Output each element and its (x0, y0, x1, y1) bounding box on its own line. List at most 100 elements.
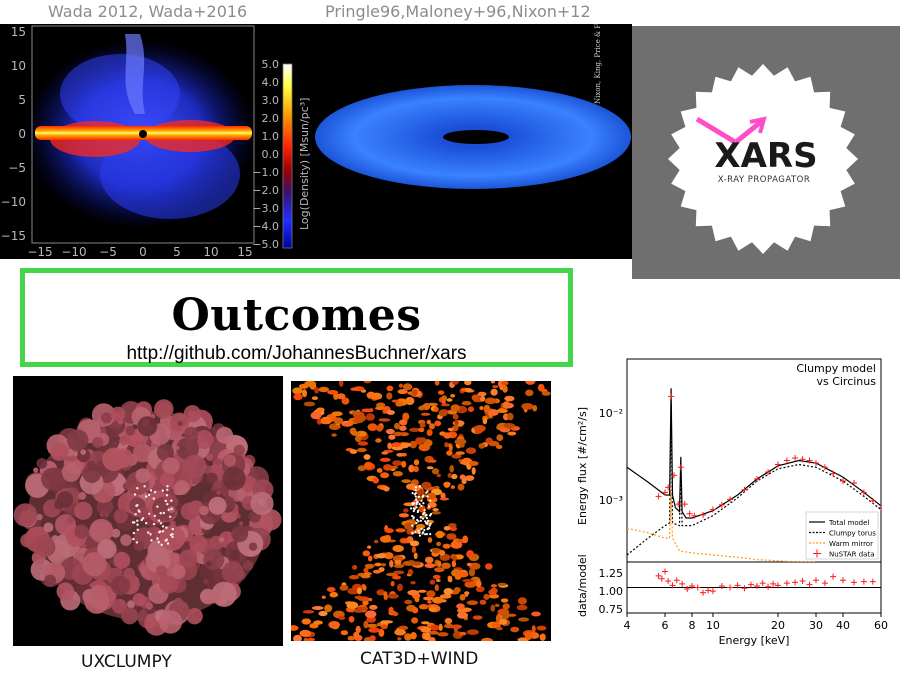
wind-cloud (479, 599, 487, 605)
wind-cloud (362, 550, 371, 557)
wind-cloud (349, 575, 360, 580)
core-cloud (429, 499, 432, 502)
wind-cloud (467, 406, 475, 412)
clump (113, 448, 134, 468)
data-point-marker (727, 496, 734, 503)
legend-swatch (813, 549, 821, 558)
wind-cloud (522, 405, 528, 410)
wind-cloud (446, 533, 457, 540)
wind-cloud (406, 483, 416, 490)
wind-cloud (367, 555, 373, 562)
wind-cloud (409, 427, 420, 432)
clump (159, 525, 186, 551)
clump-highlight (161, 489, 164, 492)
wind-cloud (451, 381, 459, 385)
wind-cloud (482, 418, 488, 425)
clump-highlight (165, 494, 169, 497)
spectrum-ratio-label: data/model (576, 554, 589, 617)
wind-cloud (517, 597, 527, 605)
wind-cloud (446, 450, 453, 456)
repository-link[interactable]: http://github.com/JohannesBuchner/xars (126, 343, 467, 364)
wind-cloud (385, 428, 395, 435)
wind-cloud (413, 552, 418, 560)
clump (111, 598, 127, 614)
wind-cloud (350, 387, 359, 391)
wind-cloud (426, 492, 436, 500)
wind-cloud (328, 621, 340, 629)
wind-cloud (393, 570, 405, 575)
clump (248, 542, 258, 551)
clump-highlight (145, 495, 148, 498)
wind-cloud (454, 419, 459, 426)
clump (97, 539, 117, 559)
clump-highlight (171, 535, 174, 539)
clump (76, 448, 91, 463)
wind-cloud (461, 401, 472, 406)
wind-cloud (454, 574, 462, 580)
wind-cloud (437, 560, 442, 567)
wind-cloud (336, 393, 346, 400)
wind-cloud (331, 411, 343, 417)
ratio-point-marker (673, 577, 680, 584)
core-cloud (412, 509, 415, 513)
clump (231, 525, 249, 543)
wind-cloud (419, 422, 426, 428)
ratio-point-marker (741, 585, 748, 592)
wind-cloud (357, 465, 366, 472)
wind-cloud (441, 395, 447, 401)
wind-cloud (474, 430, 482, 434)
xars-logo-panel: XARS X-RAY PROPAGATOR (632, 26, 900, 279)
wind-cloud (464, 581, 477, 588)
wind-cloud (380, 472, 390, 479)
wind-cloud (525, 381, 536, 385)
colorbar-tick: −2.0 (252, 184, 279, 197)
wind-cloud (351, 431, 361, 436)
wind-cloud (471, 394, 480, 401)
wind-cloud (396, 453, 405, 457)
clump (213, 480, 222, 489)
colorbar-label: Log(Density) [Msun/pc³] (298, 98, 311, 230)
wind-cloud (370, 392, 383, 400)
data-point-marker (718, 501, 725, 508)
core-cloud (425, 516, 428, 520)
wind-cloud (437, 390, 445, 395)
clump (145, 602, 153, 610)
clump (221, 561, 244, 584)
core-cloud (414, 495, 417, 498)
wind-cloud (457, 611, 468, 619)
wind-cloud (347, 588, 359, 595)
data-point-marker (792, 455, 799, 462)
ratio-point-marker (754, 583, 761, 590)
wind-cloud (426, 429, 433, 437)
sim-y-axis: 15 10 5 0 −5 −10 −15 (1, 25, 26, 243)
core-cloud (411, 492, 414, 495)
core-cloud (411, 524, 414, 527)
sim-y-tick: −15 (1, 229, 26, 243)
clump (216, 490, 221, 495)
core-cloud (423, 509, 426, 512)
wind-cloud (464, 475, 475, 481)
wind-cloud (302, 389, 307, 398)
core-cloud (418, 485, 421, 488)
wind-cloud (374, 406, 385, 410)
clump-highlight (167, 508, 170, 511)
clump-highlight (170, 499, 173, 502)
wind-cloud (488, 409, 499, 416)
clump (205, 472, 218, 485)
clump (222, 467, 246, 491)
wind-cloud (395, 528, 406, 533)
wind-cloud (492, 385, 499, 389)
wind-cloud (427, 537, 433, 543)
wind-cloud (411, 561, 421, 566)
wind-cloud (450, 485, 455, 489)
data-point-marker (665, 484, 672, 491)
clump-highlight (134, 513, 137, 516)
wind-cloud (356, 447, 367, 453)
wind-cloud (504, 395, 515, 402)
wind-cloud (390, 581, 395, 587)
clump (156, 444, 174, 462)
wind-cloud (409, 540, 420, 547)
wind-cloud (355, 435, 362, 443)
clump (78, 492, 86, 500)
wind-cloud (468, 461, 479, 466)
